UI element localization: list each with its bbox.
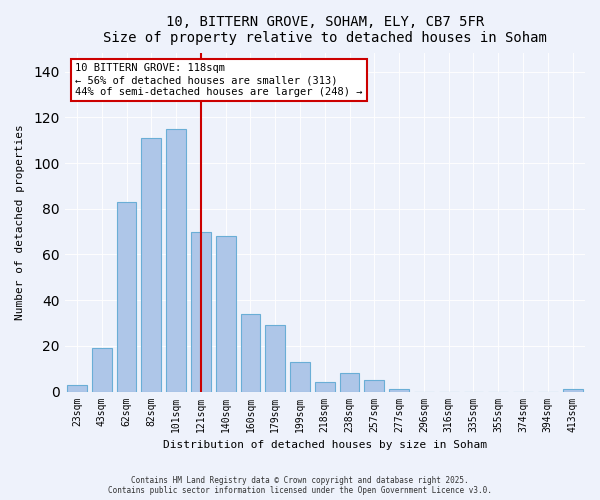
Text: 10 BITTERN GROVE: 118sqm
← 56% of detached houses are smaller (313)
44% of semi-: 10 BITTERN GROVE: 118sqm ← 56% of detach… bbox=[75, 64, 362, 96]
Bar bbox=[364, 380, 384, 392]
X-axis label: Distribution of detached houses by size in Soham: Distribution of detached houses by size … bbox=[163, 440, 487, 450]
Bar bbox=[315, 382, 335, 392]
Bar bbox=[389, 390, 409, 392]
Bar bbox=[166, 128, 186, 392]
Bar bbox=[265, 326, 285, 392]
Y-axis label: Number of detached properties: Number of detached properties bbox=[15, 124, 25, 320]
Bar bbox=[340, 374, 359, 392]
Bar bbox=[67, 384, 87, 392]
Bar bbox=[563, 390, 583, 392]
Bar bbox=[241, 314, 260, 392]
Bar bbox=[116, 202, 136, 392]
Bar bbox=[191, 232, 211, 392]
Bar bbox=[142, 138, 161, 392]
Bar bbox=[290, 362, 310, 392]
Title: 10, BITTERN GROVE, SOHAM, ELY, CB7 5FR
Size of property relative to detached hou: 10, BITTERN GROVE, SOHAM, ELY, CB7 5FR S… bbox=[103, 15, 547, 45]
Bar bbox=[216, 236, 236, 392]
Bar bbox=[92, 348, 112, 392]
Text: Contains HM Land Registry data © Crown copyright and database right 2025.
Contai: Contains HM Land Registry data © Crown c… bbox=[108, 476, 492, 495]
